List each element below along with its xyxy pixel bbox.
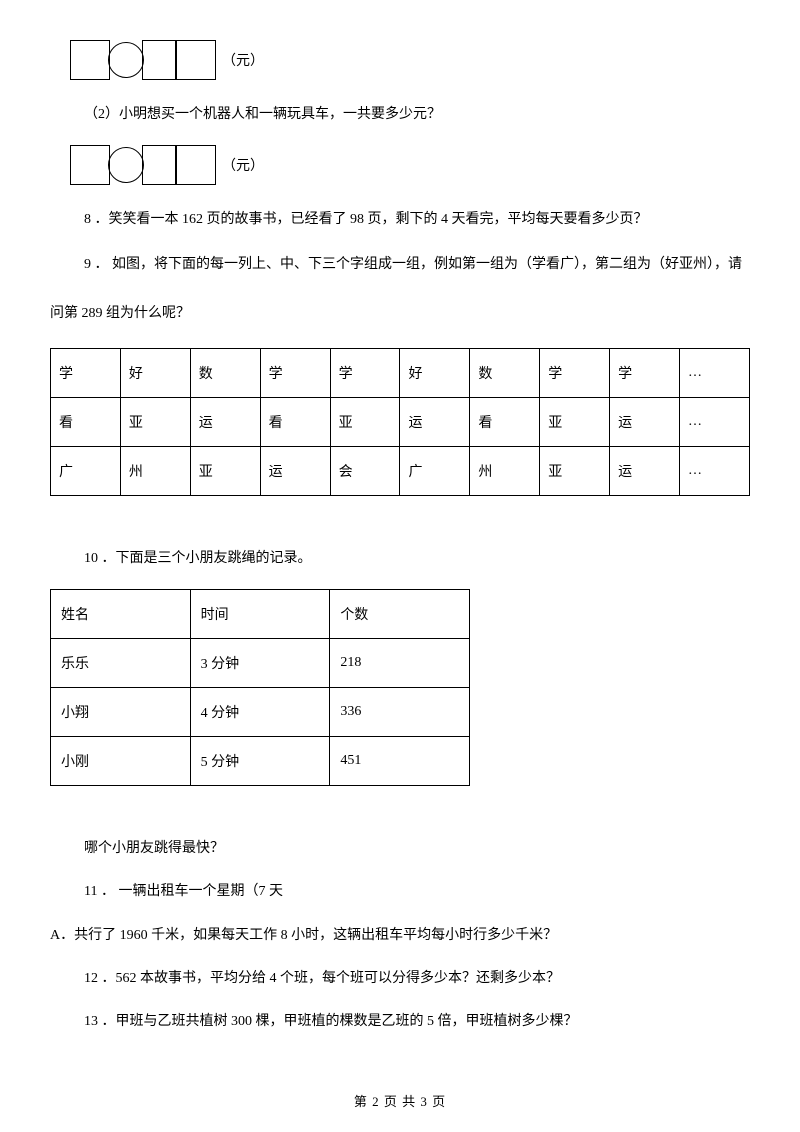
table-cell: … — [680, 446, 750, 495]
table-cell: 学 — [540, 348, 610, 397]
table-cell: 广 — [51, 446, 121, 495]
table-header-cell: 时间 — [190, 590, 330, 639]
table-cell: 好 — [400, 348, 470, 397]
input-box[interactable] — [142, 40, 176, 80]
question-12: 12 ．562 本故事书，平均分给 4 个班，每个班可以分得多少本？还剩多少本？ — [84, 966, 750, 991]
table-cell: 运 — [400, 397, 470, 446]
table-10: 姓名 时间 个数 乐乐 3 分钟 218 小翔 4 分钟 336 小刚 5 分钟… — [50, 589, 470, 786]
result-box[interactable] — [176, 40, 216, 80]
table-header-cell: 姓名 — [51, 590, 191, 639]
table-cell: 州 — [120, 446, 190, 495]
table-cell: 学 — [330, 348, 400, 397]
table-cell: 运 — [260, 446, 330, 495]
question-10-sub: 哪个小朋友跳得最快？ — [84, 836, 750, 861]
table-cell: 数 — [470, 348, 540, 397]
table-cell: 亚 — [540, 446, 610, 495]
table-cell: 亚 — [540, 397, 610, 446]
table-cell: 州 — [470, 446, 540, 495]
table-header-cell: 个数 — [330, 590, 470, 639]
table-cell: 亚 — [330, 397, 400, 446]
table-cell: 运 — [610, 446, 680, 495]
question-11-a: A．共行了 1960 千米，如果每天工作 8 小时，这辆出租车平均每小时行多少千… — [50, 923, 750, 948]
table-cell: 4 分钟 — [190, 688, 330, 737]
table-row: 姓名 时间 个数 — [51, 590, 470, 639]
table-cell: 广 — [400, 446, 470, 495]
table-cell: 3 分钟 — [190, 639, 330, 688]
table-cell: 小翔 — [51, 688, 191, 737]
table-cell: 学 — [260, 348, 330, 397]
question-13: 13 ．甲班与乙班共植树 300 棵，甲班植的棵数是乙班的 5 倍，甲班植树多少… — [84, 1009, 750, 1034]
table-row: 小翔 4 分钟 336 — [51, 688, 470, 737]
table-cell: … — [680, 397, 750, 446]
table-cell: 5 分钟 — [190, 737, 330, 786]
equation-block-1: （元） — [70, 40, 750, 80]
result-box[interactable] — [176, 145, 216, 185]
input-box[interactable] — [70, 145, 110, 185]
table-cell: 看 — [260, 397, 330, 446]
table-cell: 亚 — [120, 397, 190, 446]
table-row: 广 州 亚 运 会 广 州 亚 运 … — [51, 446, 750, 495]
unit-label: （元） — [222, 155, 264, 175]
table-cell: 运 — [190, 397, 260, 446]
table-cell: 乐乐 — [51, 639, 191, 688]
question-11: 11 ． 一辆出租车一个星期（7 天 — [84, 879, 750, 904]
input-box[interactable] — [70, 40, 110, 80]
table-row: 乐乐 3 分钟 218 — [51, 639, 470, 688]
question-7-2: （2）小明想买一个机器人和一辆玩具车，一共要多少元？ — [84, 102, 750, 127]
table-row: 看 亚 运 看 亚 运 看 亚 运 … — [51, 397, 750, 446]
table-cell: 会 — [330, 446, 400, 495]
table-cell: 好 — [120, 348, 190, 397]
table-cell: 451 — [330, 737, 470, 786]
table-cell: 学 — [610, 348, 680, 397]
table-cell: 看 — [51, 397, 121, 446]
operator-circle[interactable] — [108, 147, 144, 183]
question-8: 8 ．笑笑看一本 162 页的故事书，已经看了 98 页，剩下的 4 天看完，平… — [84, 207, 750, 232]
operator-circle[interactable] — [108, 42, 144, 78]
table-cell: … — [680, 348, 750, 397]
question-10: 10 ．下面是三个小朋友跳绳的记录。 — [84, 546, 750, 571]
table-cell: 亚 — [190, 446, 260, 495]
table-cell: 学 — [51, 348, 121, 397]
table-cell: 运 — [610, 397, 680, 446]
unit-label: （元） — [222, 50, 264, 70]
table-cell: 336 — [330, 688, 470, 737]
equation-block-2: （元） — [70, 145, 750, 185]
page-footer: 第 2 页 共 3 页 — [0, 1091, 800, 1110]
input-box[interactable] — [142, 145, 176, 185]
question-9-line1: 9 ． 如图，将下面的每一列上、中、下三个字组成一组，例如第一组为（学看广），第… — [84, 250, 750, 281]
table-row: 学 好 数 学 学 好 数 学 学 … — [51, 348, 750, 397]
table-9: 学 好 数 学 学 好 数 学 学 … 看 亚 运 看 亚 运 看 亚 运 … … — [50, 348, 750, 496]
table-row: 小刚 5 分钟 451 — [51, 737, 470, 786]
table-cell: 小刚 — [51, 737, 191, 786]
question-9-line2: 问第 289 组为什么呢？ — [50, 299, 750, 330]
table-cell: 数 — [190, 348, 260, 397]
table-cell: 218 — [330, 639, 470, 688]
table-cell: 看 — [470, 397, 540, 446]
